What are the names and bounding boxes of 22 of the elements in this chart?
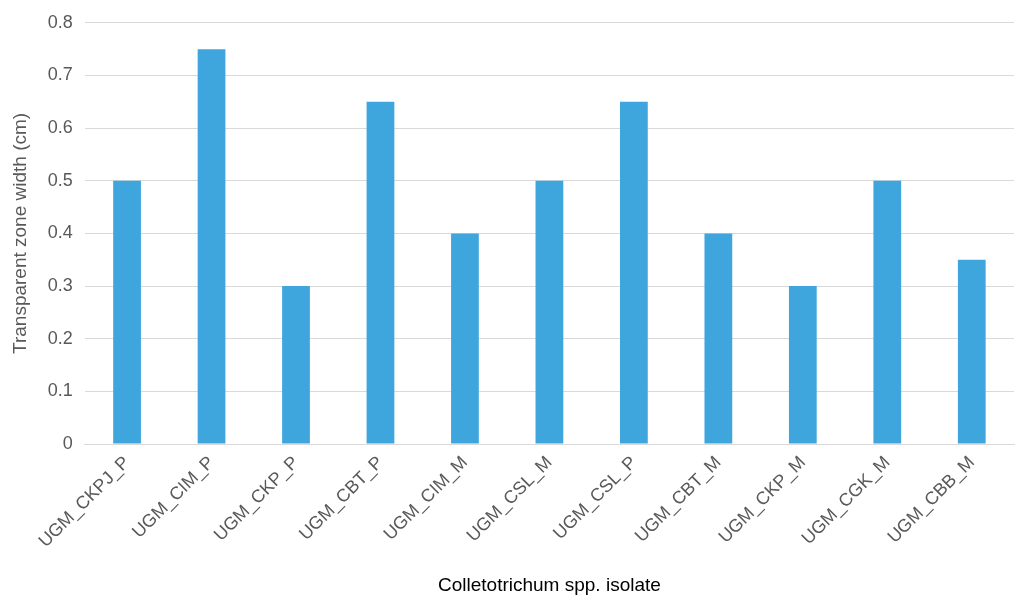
y-tick-label: 0.2 — [47, 327, 73, 348]
y-tick-label: 0.1 — [47, 380, 73, 401]
bar — [957, 259, 986, 444]
y-tick-label: 0.8 — [47, 11, 73, 32]
bar — [620, 101, 648, 444]
bar — [535, 180, 564, 444]
bar — [113, 180, 141, 444]
y-tick-label: 0.3 — [47, 275, 73, 296]
bar — [366, 101, 395, 444]
bar — [197, 49, 226, 444]
bar — [282, 286, 310, 444]
y-axis-title: Transparent zone width (cm) — [8, 112, 30, 354]
bar — [788, 286, 817, 444]
y-tick-label: 0.6 — [47, 117, 73, 138]
bar — [873, 180, 902, 444]
x-axis-title: Colletotrichum spp. isolate — [438, 573, 661, 595]
y-tick-label: 0.5 — [47, 169, 73, 190]
y-tick-label: 0.4 — [47, 222, 73, 243]
bar — [704, 233, 733, 444]
y-tick-label: 0.7 — [47, 64, 73, 85]
bar — [451, 233, 479, 444]
y-tick-label: 0 — [62, 433, 73, 454]
